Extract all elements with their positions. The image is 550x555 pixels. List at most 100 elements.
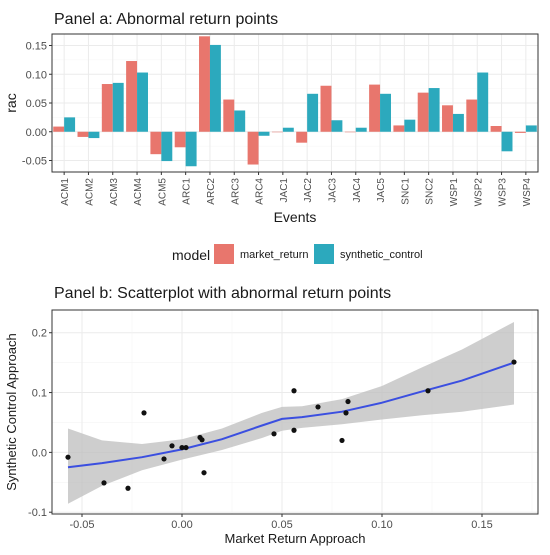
scatter-point-13	[291, 388, 297, 394]
panel-a-x-tick-label-wsp2: WSP2	[473, 178, 484, 207]
panel-a-x-tick-label-acm1: ACM1	[60, 178, 71, 206]
panel-a-x-tick-label-arc4: ARC4	[255, 178, 266, 205]
bar-synthetic-control-jac3	[331, 120, 343, 132]
panel-a-x-tick-label-jac5: JAC5	[376, 178, 387, 203]
panel-a-x-tick-label-wsp3: WSP3	[498, 178, 509, 207]
bar-market-return-acm1	[53, 126, 65, 132]
bar-market-return-snc2	[417, 92, 429, 132]
bar-synthetic-control-acm3	[112, 82, 124, 132]
legend: model market_return synthetic_control	[172, 244, 423, 264]
scatter-point-6	[169, 443, 175, 449]
bar-synthetic-control-wsp4	[525, 125, 537, 132]
legend-label-market-return: market_return	[240, 249, 308, 261]
bar-market-return-acm4	[126, 61, 138, 132]
panel-a-x-tick-label-jac3: JAC3	[327, 178, 338, 203]
scatter-point-1	[65, 454, 71, 460]
bar-market-return-arc3	[223, 99, 235, 132]
legend-title: model	[172, 247, 210, 263]
bar-market-return-acm2	[77, 131, 89, 137]
panel-b-border	[51, 309, 539, 515]
panel-a-x-tick-label-acm4: ACM4	[133, 178, 144, 206]
bar-market-return-snc1	[393, 125, 405, 132]
bar-synthetic-control-wsp3	[501, 131, 513, 152]
panel-b-smooth-line	[67, 361, 515, 469]
legend-swatch-synthetic-control	[314, 244, 334, 264]
bar-market-return-acm5	[150, 131, 162, 155]
scatter-point-17	[343, 410, 349, 416]
bar-synthetic-control-acm2	[88, 131, 100, 139]
scatter-point-5	[161, 456, 167, 462]
bar-market-return-wsp2	[466, 99, 478, 132]
panel-a-y-tick-label: -0.05	[22, 156, 47, 168]
bar-synthetic-control-arc4	[258, 131, 270, 136]
scatter-point-12	[271, 431, 277, 437]
bar-synthetic-control-jac2	[307, 93, 319, 132]
panel-a-x-axis-label: Events	[274, 209, 317, 225]
panel-b-points	[65, 359, 517, 491]
panel-a-y-tick-label: 0.10	[26, 69, 47, 81]
panel-a-x-tick-label-arc1: ARC1	[182, 178, 193, 205]
panel-b-y-tick-label: 0.1	[32, 388, 47, 400]
scatter-point-3	[125, 485, 131, 491]
confidence-band	[68, 322, 514, 504]
bar-synthetic-control-jac5	[380, 93, 391, 132]
scatter-point-8	[183, 444, 189, 451]
scatter-point-11	[201, 470, 207, 476]
panel-b-y-tick-label: 0.2	[32, 328, 47, 340]
bar-market-return-arc1	[174, 131, 186, 148]
panel-a-bars	[53, 36, 537, 167]
bar-market-return-jac1	[271, 131, 283, 133]
legend-label-synthetic-control: synthetic_control	[340, 249, 423, 261]
panel-a-x-ticks: ACM1 ACM2 ACM3 ACM4 ACM5 ARC1 ARC2 ARC3 ARC4 JAC1…	[60, 172, 533, 206]
panel-b-title: Panel b: Scatterplot with abnormal retur…	[54, 285, 391, 302]
bar-market-return-wsp4	[514, 131, 526, 133]
panel-b-x-tick-label: 0.00	[171, 519, 192, 531]
scatter-point-19	[425, 388, 431, 394]
panel-a-y-ticks: -0.05 0.00 0.05 0.10 0.15	[22, 41, 52, 168]
bar-market-return-acm3	[101, 84, 113, 132]
panel-b-y-tick-label: -0.1	[28, 507, 47, 519]
panel-a-grid	[52, 34, 538, 172]
scatter-point-14	[291, 427, 297, 433]
bar-synthetic-control-arc1	[185, 131, 197, 167]
scatter-point-20	[511, 359, 517, 365]
panel-a-x-tick-label-wsp4: WSP4	[522, 178, 533, 207]
bar-synthetic-control-arc2	[209, 44, 221, 132]
legend-swatch-market-return	[214, 244, 234, 264]
bar-synthetic-control-arc3	[234, 110, 246, 132]
scatter-point-15	[315, 404, 321, 410]
panel-b-confidence-ribbon	[68, 322, 514, 504]
scatter-point-7	[179, 444, 185, 451]
scatter-point-10	[199, 437, 205, 443]
bar-market-return-wsp3	[490, 126, 502, 132]
bar-synthetic-control-acm5	[161, 131, 173, 162]
panel-b-x-tick-label: 0.15	[471, 519, 492, 531]
bar-synthetic-control-jac1	[282, 127, 294, 132]
bar-synthetic-control-wsp2	[477, 72, 489, 132]
scatter-point-18	[345, 398, 351, 405]
panel-a-title: Panel a: Abnormal return points	[54, 11, 278, 28]
bar-synthetic-control-acm4	[137, 72, 148, 132]
panel-b-x-tick-label: -0.05	[69, 519, 94, 531]
panel-a-y-tick-label: 0.15	[26, 41, 47, 53]
scatter-point-4	[141, 410, 147, 416]
bar-market-return-jac2	[296, 131, 308, 143]
loess-smooth-line	[67, 361, 515, 469]
bar-market-return-arc2	[199, 36, 210, 132]
bar-synthetic-control-acm1	[64, 117, 76, 132]
bar-synthetic-control-jac4	[355, 127, 367, 132]
bar-market-return-jac5	[369, 84, 381, 132]
panel-a-x-tick-label-acm5: ACM5	[157, 178, 168, 206]
panel-b-x-ticks: -0.05 0.00 0.05 0.10 0.15	[69, 514, 493, 531]
panel-a-x-tick-label-arc2: ARC2	[206, 178, 217, 205]
bar-market-return-jac4	[344, 131, 356, 133]
panel-b-y-ticks: -0.1 0.0 0.1 0.2	[28, 328, 52, 519]
bar-market-return-jac3	[320, 85, 332, 132]
bar-market-return-wsp1	[442, 105, 453, 132]
panel-b-y-axis-label: Synthetic Control Approach	[4, 333, 19, 491]
panel-b-x-tick-label: 0.05	[271, 519, 292, 531]
panel-a-y-tick-label: 0.00	[26, 127, 47, 139]
panel-a-x-tick-label-jac1: JAC1	[279, 178, 290, 203]
